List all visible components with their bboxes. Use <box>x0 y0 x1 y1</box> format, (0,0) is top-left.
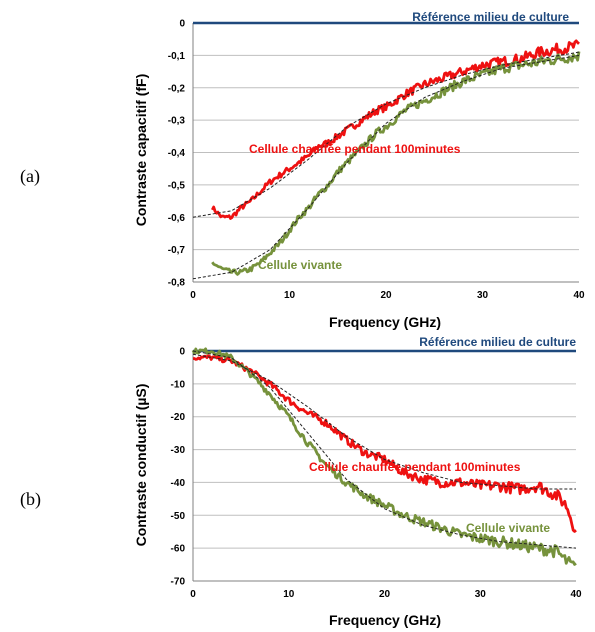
y-tick-label-b: -50 <box>171 511 186 522</box>
series-label-heated-a: Cellule chauffée pendant 100minutes <box>249 142 461 156</box>
plot-area-a: 0 -0,1 -0,2 -0,3 -0,4 -0,5 -0,6 -0,7 -0,8 0 10 20 30… <box>168 19 585 302</box>
series-line-heated-a <box>211 39 580 220</box>
y-tick-label-b: -40 <box>171 478 186 489</box>
x-tick-label-a: 40 <box>573 290 585 301</box>
y-tick-label-a: -0,6 <box>168 213 186 224</box>
x-tick-label-a: 20 <box>380 290 392 301</box>
reference-label-b: Référence milieu de culture <box>419 335 576 349</box>
y-tick-label-a: -0,4 <box>168 148 186 159</box>
panel-tag-a: (a) <box>20 166 40 187</box>
x-axis-title-b: Frequency (GHz) <box>329 612 441 628</box>
fit-curve-living-b <box>192 350 577 549</box>
x-tick-label-a: 30 <box>477 290 489 301</box>
series-label-living-b: Cellule vivante <box>466 521 550 535</box>
y-tick-label-b: -20 <box>171 412 186 423</box>
fit-curve-heated-a <box>192 51 580 218</box>
series-line-heated-b <box>192 354 577 533</box>
fit-curve-heated-b <box>192 353 576 490</box>
series-line-living-a <box>211 51 581 276</box>
x-axis-title-a: Frequency (GHz) <box>329 314 441 330</box>
x-tick-label-a: 0 <box>190 290 196 301</box>
y-tick-label-b: -10 <box>171 379 186 390</box>
x-tick-label-b: 40 <box>570 589 582 600</box>
x-tick-label-b: 10 <box>283 589 295 600</box>
series-line-living-b <box>191 347 577 566</box>
series-label-living-a: Cellule vivante <box>258 258 342 272</box>
y-tick-label-b: -60 <box>171 544 186 555</box>
fit-curve-living-a <box>192 54 580 280</box>
x-tick-label-b: 20 <box>379 589 391 600</box>
plot-area-b: 0 -10 -20 -30 -40 -50 -60 -70 0 10 20 30 40 <box>171 347 582 601</box>
x-tick-label-b: 30 <box>475 589 487 600</box>
x-tick-label-a: 10 <box>284 290 296 301</box>
y-tick-label-a: -0,1 <box>168 51 186 62</box>
panel-tag-b: (b) <box>20 489 41 510</box>
y-tick-label-a: -0,7 <box>168 245 186 256</box>
y-tick-label-a: -0,2 <box>168 83 186 94</box>
x-tick-label-b: 0 <box>190 589 196 600</box>
reference-label-a: Référence milieu de culture <box>412 10 569 24</box>
y-tick-label-b: -70 <box>171 577 186 588</box>
y-tick-label-a: 0 <box>179 19 185 30</box>
y-tick-label-a: -0,8 <box>168 278 186 289</box>
y-tick-label-b: 0 <box>179 347 185 358</box>
y-tick-label-a: -0,5 <box>168 180 186 191</box>
y-axis-title-b: Contraste conductif (µS) <box>133 384 149 547</box>
y-tick-label-a: -0,3 <box>168 116 186 127</box>
y-tick-label-b: -30 <box>171 445 186 456</box>
series-label-heated-b: Cellule chauffée pendant 100minutes <box>309 460 521 474</box>
y-axis-title-a: Contraste capacitif (fF) <box>133 74 149 226</box>
